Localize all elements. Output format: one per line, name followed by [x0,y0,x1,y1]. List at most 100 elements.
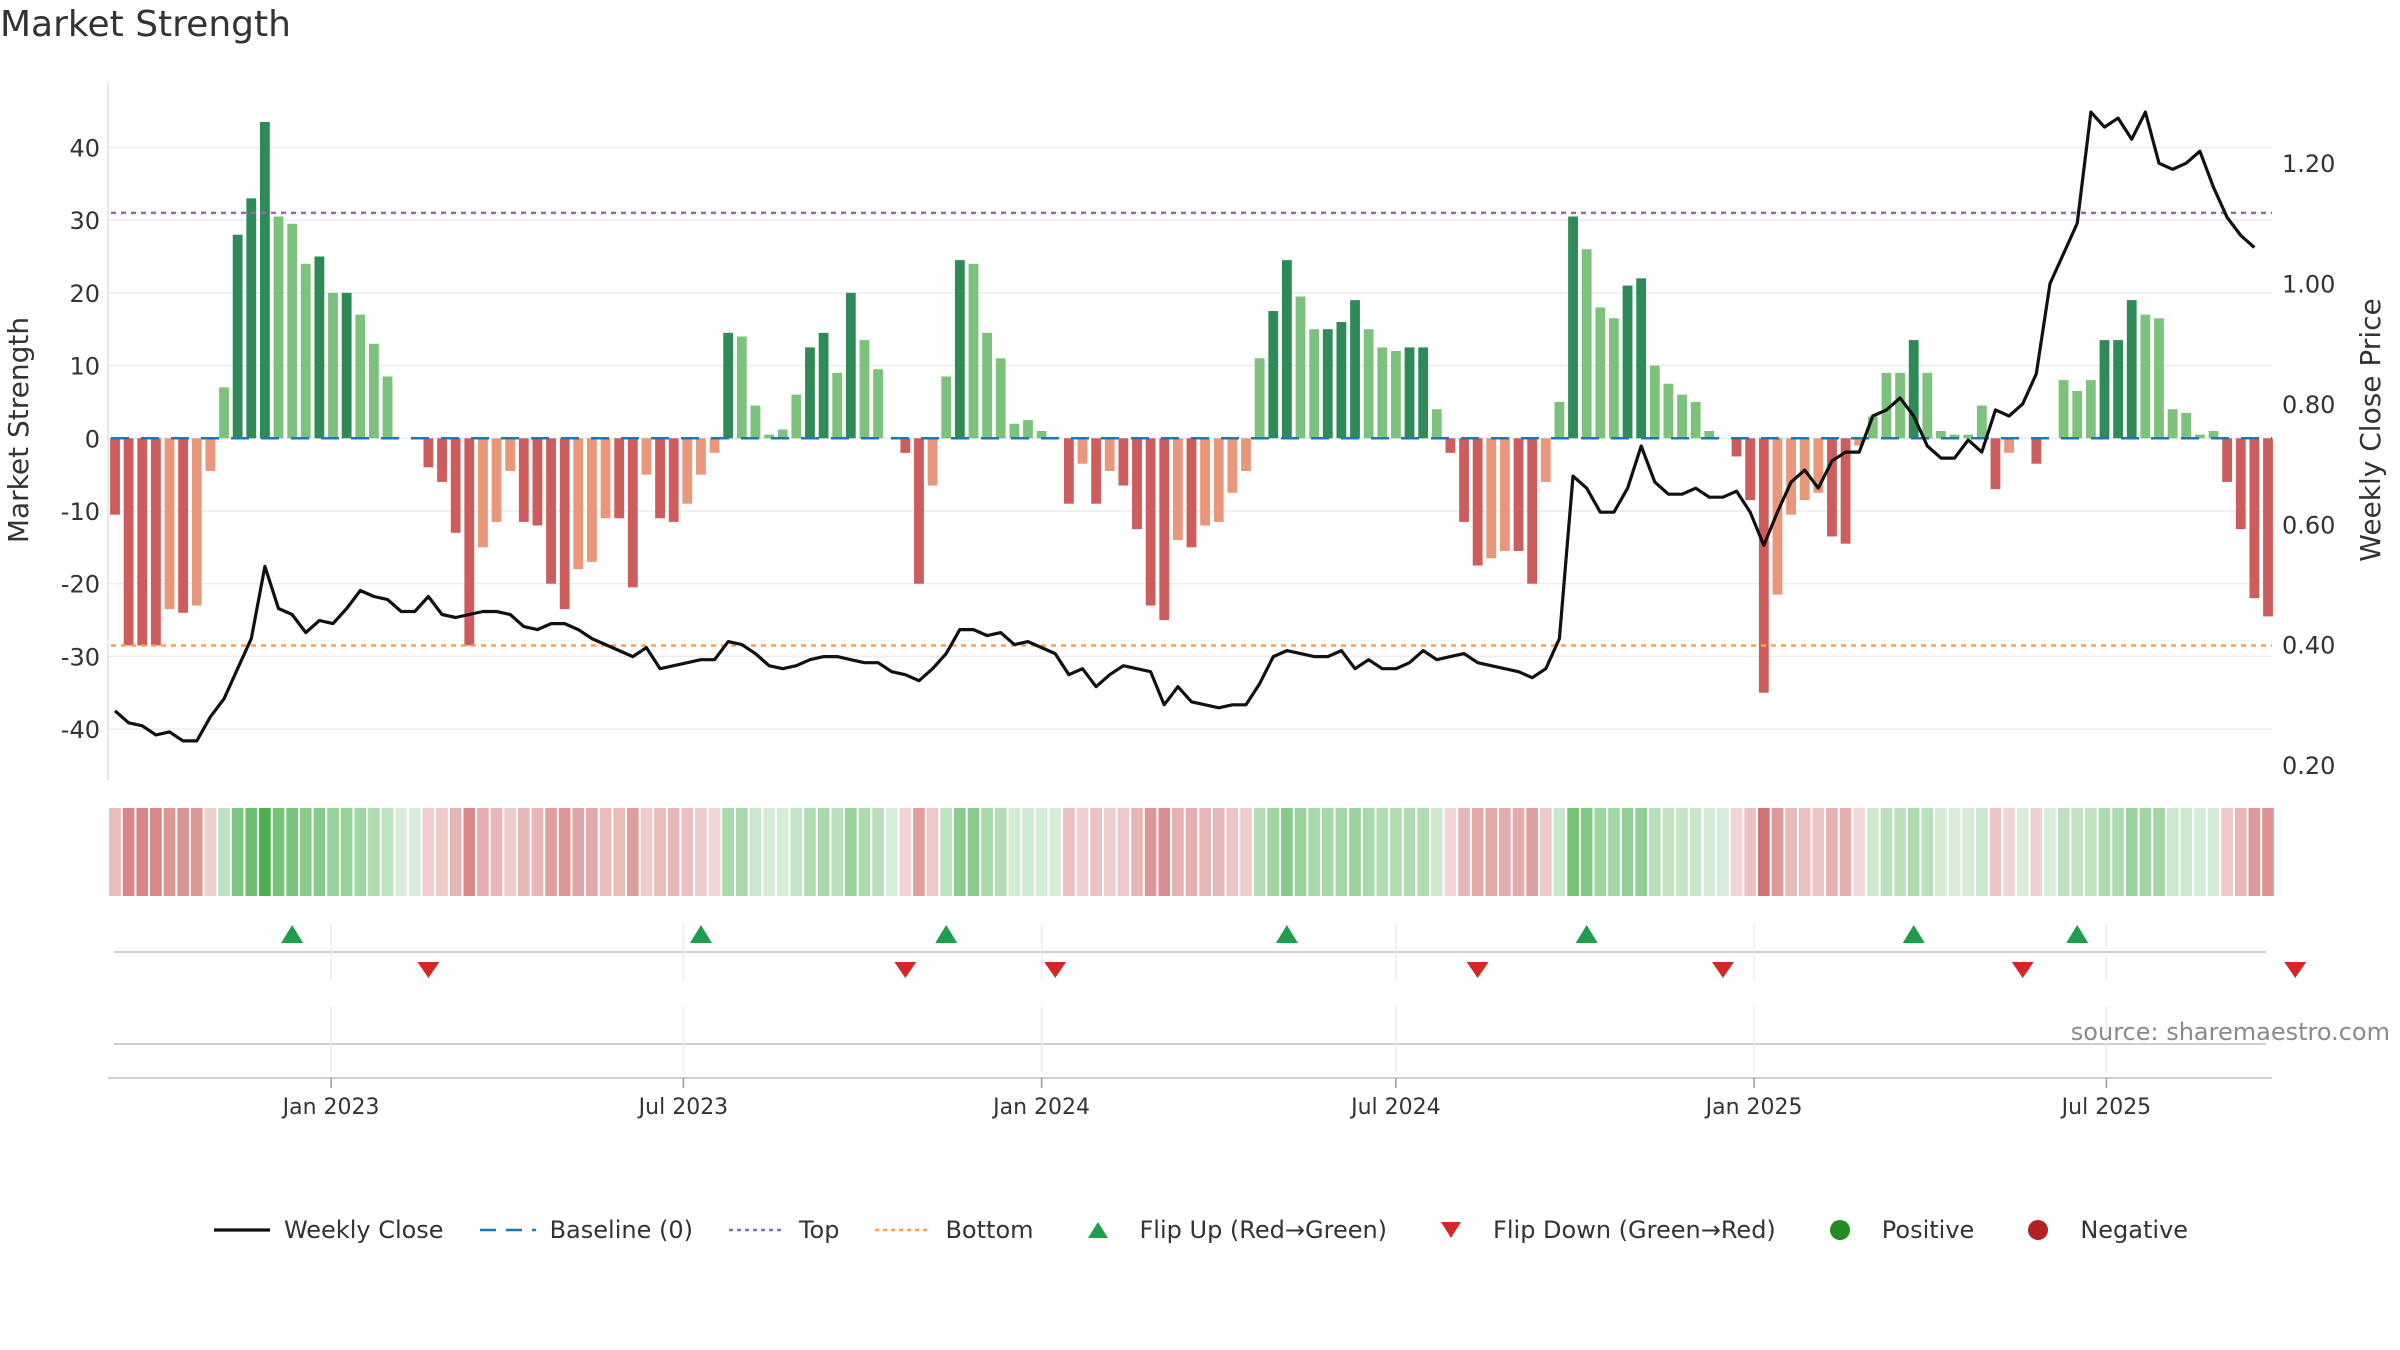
flip-down-marker [1044,962,1067,978]
heat-cell [1403,808,1416,896]
heat-cell [926,808,939,896]
heat-cell [1758,808,1770,896]
strength-bar [954,260,965,439]
heat-cell [1485,808,1498,896]
y-tick-label: -20 [61,571,100,599]
chart-title: Market Strength [0,4,291,45]
strength-bar [655,438,665,519]
heat-cell [1567,808,1579,896]
y2-tick-label: 1.00 [2282,271,2335,299]
heat-cell [2180,808,2193,896]
heat-cell [667,808,680,896]
strength-bar [1404,347,1415,439]
flip-down-marker [2011,962,2034,978]
heat-cell [2044,808,2056,896]
legend-label: Positive [1881,1216,1975,1244]
y-tick-label: 40 [69,134,100,162]
heat-cell [2166,808,2179,896]
heat-cell [2098,808,2111,896]
heat-cell [1158,808,1171,896]
strength-bar [1609,318,1619,439]
strength-bar [600,438,611,519]
heat-cell [1281,808,1293,896]
strength-bar [1281,260,1292,439]
reference-lines [111,211,2272,647]
heat-cell [1035,808,1048,896]
strength-bar [2140,314,2151,439]
strength-bar [900,438,911,453]
strength-bar [2194,434,2205,439]
strength-bar [1241,438,1251,471]
strength-bar [1908,340,1919,439]
legend-item: Baseline (0) [478,1216,693,1244]
heat-cell [463,808,476,896]
legend-item: Flip Down (Green→Red) [1421,1216,1776,1244]
heat-cell [1935,808,1947,896]
strength-bar [1091,438,1102,504]
heat-cell [1676,808,1688,896]
heat-cell [1131,808,1143,896]
strength-bar [1186,438,1197,548]
strength-bar [1118,438,1129,486]
heat-cell [1730,808,1743,896]
flip-up-marker [935,925,958,943]
heat-cell [1785,808,1797,896]
strength-bar [1213,438,1224,522]
strength-bar [1649,365,1660,439]
strength-bar [2154,318,2164,439]
strength-bar [2222,438,2233,482]
heat-cell [1948,808,1961,896]
grid-layer [107,82,2272,780]
heat-cell [1199,808,1211,896]
strength-bar [150,438,161,646]
heat-cell [2030,808,2043,896]
heat-cell [272,808,285,896]
heat-cell [967,808,980,896]
heat-cell [640,808,653,896]
strength-bar [1554,401,1565,439]
strength-bar [682,438,693,504]
heat-cell [1185,808,1198,896]
strength-bar [328,292,338,439]
heat-cell [2085,808,2097,896]
strength-bar [1636,278,1647,439]
strength-bar [2113,340,2124,439]
heat-cell [313,808,326,896]
heat-cell [422,808,435,896]
heat-cell [1594,808,1607,896]
heat-cell [1103,808,1116,896]
legend-item: Bottom [873,1216,1034,1244]
strength-bar [832,372,843,439]
flip-down-marker [2284,962,2307,978]
heat-cell [1880,808,1893,896]
strength-bar [1145,438,1156,606]
strength-bar [1540,438,1551,482]
strength-bar [723,332,734,439]
heat-cell [749,808,762,896]
y-axis-label: Market Strength [2,317,35,543]
heat-cell [1512,808,1525,896]
flip-markers: Jan 2023 Jul 2023 Jan 2024 Jul 2024 Jan 2025… [108,924,2307,1120]
strength-bar [437,438,447,482]
strength-bar [1922,372,1933,439]
strength-bar [614,438,625,519]
strength-bar [1295,296,1306,439]
y-tick-label: -40 [61,716,100,744]
heat-cell [259,808,271,896]
strength-bar [1172,438,1183,541]
strength-bar [1350,300,1360,439]
strength-bar [1786,438,1796,515]
heat-cell [231,808,244,896]
strength-bar [546,438,556,584]
flip-up-marker [1902,925,1925,943]
y2-tick-label: 0.40 [2282,632,2335,660]
strength-bar [2126,300,2137,439]
strength-bar [914,438,924,584]
legend-item: Negative [2008,1216,2188,1244]
heat-cell [2207,808,2220,896]
heat-cell [1499,808,1511,896]
heat-cell [2234,808,2247,896]
strength-bar [1854,438,1865,446]
y-tick-label: -30 [61,643,100,671]
heat-cell [1008,808,1021,896]
